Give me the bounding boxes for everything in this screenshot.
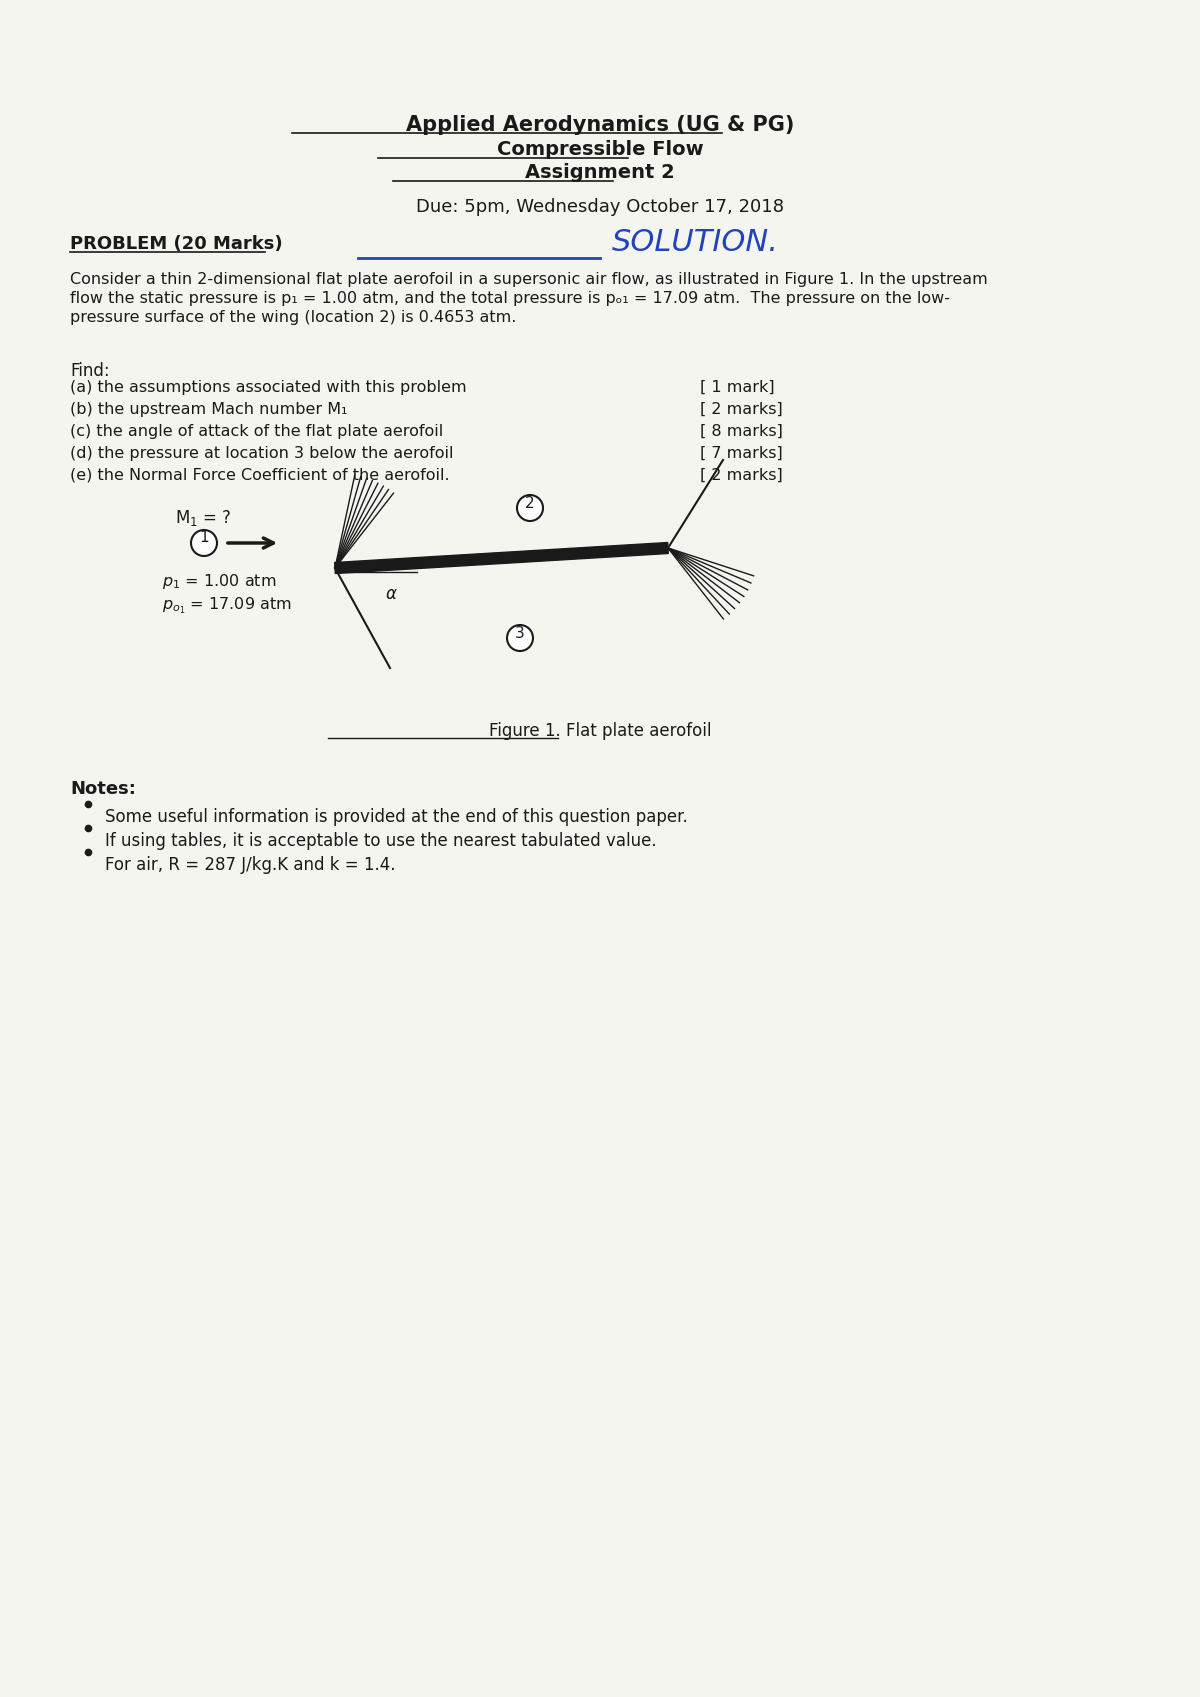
Text: 1: 1	[199, 531, 209, 545]
Text: M$_1$ = ?: M$_1$ = ?	[175, 507, 232, 528]
Text: For air, R = 287 J/kg.K and k = 1.4.: For air, R = 287 J/kg.K and k = 1.4.	[106, 855, 396, 874]
Text: flow the static pressure is p₁ = 1.00 atm, and the total pressure is pₒ₁ = 17.09: flow the static pressure is p₁ = 1.00 at…	[70, 290, 950, 305]
Text: [ 2 marks]: [ 2 marks]	[700, 402, 782, 417]
Text: [ 8 marks]: [ 8 marks]	[700, 424, 782, 440]
Text: Compressible Flow: Compressible Flow	[497, 139, 703, 160]
Text: (b) the upstream Mach number M₁: (b) the upstream Mach number M₁	[70, 402, 348, 417]
Text: 2: 2	[526, 496, 535, 511]
Text: Some useful information is provided at the end of this question paper.: Some useful information is provided at t…	[106, 808, 688, 826]
Text: Notes:: Notes:	[70, 781, 136, 798]
Circle shape	[508, 624, 533, 652]
Text: Due: 5pm, Wednesday October 17, 2018: Due: 5pm, Wednesday October 17, 2018	[416, 199, 784, 216]
Text: 3: 3	[515, 626, 524, 640]
Text: Applied Aerodynamics (UG & PG): Applied Aerodynamics (UG & PG)	[406, 115, 794, 136]
Text: PROBLEM (20 Marks): PROBLEM (20 Marks)	[70, 234, 283, 253]
Text: Assignment 2: Assignment 2	[526, 163, 674, 182]
Text: (a) the assumptions associated with this problem: (a) the assumptions associated with this…	[70, 380, 467, 395]
Text: [ 7 marks]: [ 7 marks]	[700, 446, 782, 462]
Text: (d) the pressure at location 3 below the aerofoil: (d) the pressure at location 3 below the…	[70, 446, 454, 462]
Text: [ 1 mark]: [ 1 mark]	[700, 380, 775, 395]
Text: (e) the Normal Force Coefficient of the aerofoil.: (e) the Normal Force Coefficient of the …	[70, 468, 450, 484]
Text: (c) the angle of attack of the flat plate aerofoil: (c) the angle of attack of the flat plat…	[70, 424, 443, 440]
Polygon shape	[335, 543, 668, 574]
Text: If using tables, it is acceptable to use the nearest tabulated value.: If using tables, it is acceptable to use…	[106, 832, 656, 850]
Text: SOLUTION.: SOLUTION.	[612, 227, 779, 256]
Text: $\alpha$: $\alpha$	[385, 585, 397, 602]
Text: Consider a thin 2-dimensional flat plate aerofoil in a supersonic air flow, as i: Consider a thin 2-dimensional flat plate…	[70, 272, 988, 287]
Text: pressure surface of the wing (location 2) is 0.4653 atm.: pressure surface of the wing (location 2…	[70, 311, 516, 326]
Text: [ 2 marks]: [ 2 marks]	[700, 468, 782, 484]
Circle shape	[517, 496, 542, 521]
Text: $p_{o_1}$ = 17.09 atm: $p_{o_1}$ = 17.09 atm	[162, 596, 292, 616]
Text: Figure 1. Flat plate aerofoil: Figure 1. Flat plate aerofoil	[488, 721, 712, 740]
Text: $p_1$ = 1.00 atm: $p_1$ = 1.00 atm	[162, 572, 276, 591]
Text: Find:: Find:	[70, 361, 109, 380]
Circle shape	[191, 529, 217, 557]
